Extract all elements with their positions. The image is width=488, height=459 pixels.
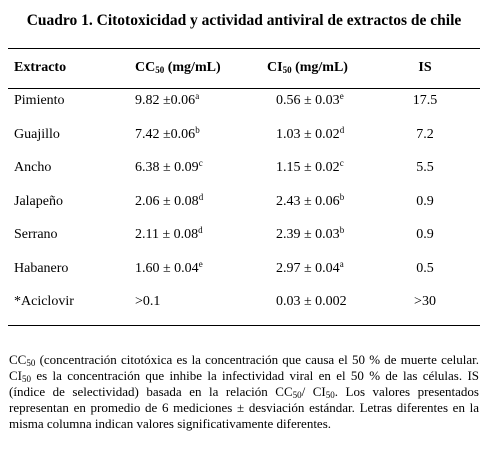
- text: 5.5: [416, 160, 434, 175]
- subscript: 50: [26, 358, 36, 368]
- superscript: b: [339, 191, 345, 202]
- text: 0.5: [416, 260, 434, 276]
- table-cell: 9.82 ±0.06a: [135, 91, 200, 109]
- text: . Los valores presentados representan en…: [9, 384, 479, 431]
- text: 2.11 ± 0.08: [135, 227, 199, 242]
- superscript: a: [195, 91, 200, 101]
- text: CC: [135, 60, 156, 75]
- text: 2.39 ± 0.03: [276, 227, 340, 242]
- text: >30: [414, 294, 436, 309]
- text: es la concentración que inhibe la infect…: [9, 368, 479, 399]
- text: 1.15 ± 0.02: [276, 160, 340, 175]
- table-cell: 0.9: [385, 227, 465, 243]
- table-cell: 1.03 ± 0.02d: [276, 124, 345, 143]
- table-cell: 7.2: [385, 127, 465, 143]
- table-cell: >30: [385, 294, 465, 310]
- superscript: c: [198, 158, 203, 168]
- top-rule: [8, 48, 480, 49]
- text: 2.43 ± 0.06: [276, 193, 340, 209]
- table-cell: 2.97 ± 0.04a: [276, 258, 344, 277]
- superscript: b: [195, 124, 200, 135]
- table-cell: 2.06 ± 0.08d: [135, 191, 204, 210]
- superscript: d: [198, 191, 204, 202]
- table-cell: >0.1: [135, 294, 160, 310]
- table-cell: 2.11 ± 0.08d: [135, 225, 203, 243]
- superscript: c: [339, 158, 344, 168]
- text: >0.1: [135, 294, 161, 309]
- header-cell: CC50 (mg/mL): [135, 60, 221, 76]
- table-cell: 0.9: [385, 194, 465, 210]
- text: (mg/mL): [291, 60, 348, 75]
- subscript: 50: [292, 390, 302, 400]
- text: (concentración citotóxica es la concentr…: [9, 352, 479, 383]
- superscript: d: [339, 124, 345, 135]
- text: 2.97 ± 0.04: [276, 260, 340, 276]
- text: CI: [267, 60, 283, 75]
- header-cell: CI50 (mg/mL): [267, 60, 348, 76]
- table-cell: Habanero: [14, 261, 68, 277]
- text: *Aciclovir: [14, 294, 74, 309]
- subscript: 50: [282, 65, 292, 75]
- table-cell: 1.15 ± 0.02c: [276, 158, 344, 176]
- header-cell: IS: [385, 60, 465, 76]
- text: Pimiento: [14, 93, 65, 108]
- header-rule: [8, 88, 480, 89]
- text: (mg/mL): [164, 60, 221, 75]
- table-cell: 2.39 ± 0.03b: [276, 225, 345, 243]
- text: IS: [418, 60, 432, 75]
- text: Jalapeño: [14, 193, 63, 209]
- text: 17.5: [412, 93, 438, 108]
- text: 7.2: [416, 126, 434, 142]
- table-cell: 7.42 ±0.06b: [135, 124, 200, 143]
- table-cell: 5.5: [385, 160, 465, 176]
- subscript: 50: [325, 390, 335, 400]
- text: 0.03 ± 0.002: [276, 294, 347, 309]
- superscript: d: [198, 225, 203, 235]
- subscript: 50: [155, 65, 165, 75]
- text: 7.42 ±0.06: [135, 126, 196, 142]
- text: 0.9: [416, 227, 434, 242]
- subscript: 50: [22, 374, 31, 384]
- text: 0.56 ± 0.03: [276, 93, 340, 108]
- superscript: e: [198, 258, 203, 269]
- header-cell: Extracto: [14, 60, 66, 76]
- table-cell: 6.38 ± 0.09c: [135, 158, 203, 176]
- table-cell: 0.03 ± 0.002: [276, 294, 347, 310]
- table-title: Cuadro 1. Citotoxicidad y actividad anti…: [26, 12, 462, 29]
- text: 1.60 ± 0.04: [135, 260, 199, 276]
- table-cell: Guajillo: [14, 127, 60, 143]
- table-cell: Jalapeño: [14, 194, 63, 210]
- table-cell: 1.60 ± 0.04e: [135, 258, 203, 277]
- text: Ancho: [14, 160, 52, 175]
- table-cell: 0.5: [385, 261, 465, 277]
- text: / CI: [301, 384, 326, 399]
- table-cell: Ancho: [14, 160, 51, 176]
- table-cell: 17.5: [385, 93, 465, 109]
- text: 9.82 ±0.06: [135, 93, 196, 108]
- table-cell: 2.43 ± 0.06b: [276, 191, 345, 210]
- text: 0.9: [416, 193, 434, 209]
- bottom-rule: [8, 325, 480, 326]
- text: Habanero: [14, 260, 69, 276]
- superscript: a: [339, 258, 344, 269]
- text: 6.38 ± 0.09: [135, 160, 199, 175]
- table-cell: *Aciclovir: [14, 294, 74, 310]
- superscript: b: [339, 225, 345, 235]
- text: CC: [9, 352, 27, 367]
- table-cell: Serrano: [14, 227, 58, 243]
- text: 2.06 ± 0.08: [135, 193, 199, 209]
- table-cell: 0.56 ± 0.03e: [276, 91, 344, 109]
- superscript: e: [339, 91, 344, 101]
- text: Guajillo: [14, 126, 60, 142]
- text: 1.03 ± 0.02: [276, 126, 340, 142]
- text: Extracto: [14, 60, 67, 75]
- table-cell: Pimiento: [14, 93, 65, 109]
- footnote: CC50 (concentración citotóxica es la con…: [9, 352, 479, 432]
- text: Serrano: [14, 227, 58, 242]
